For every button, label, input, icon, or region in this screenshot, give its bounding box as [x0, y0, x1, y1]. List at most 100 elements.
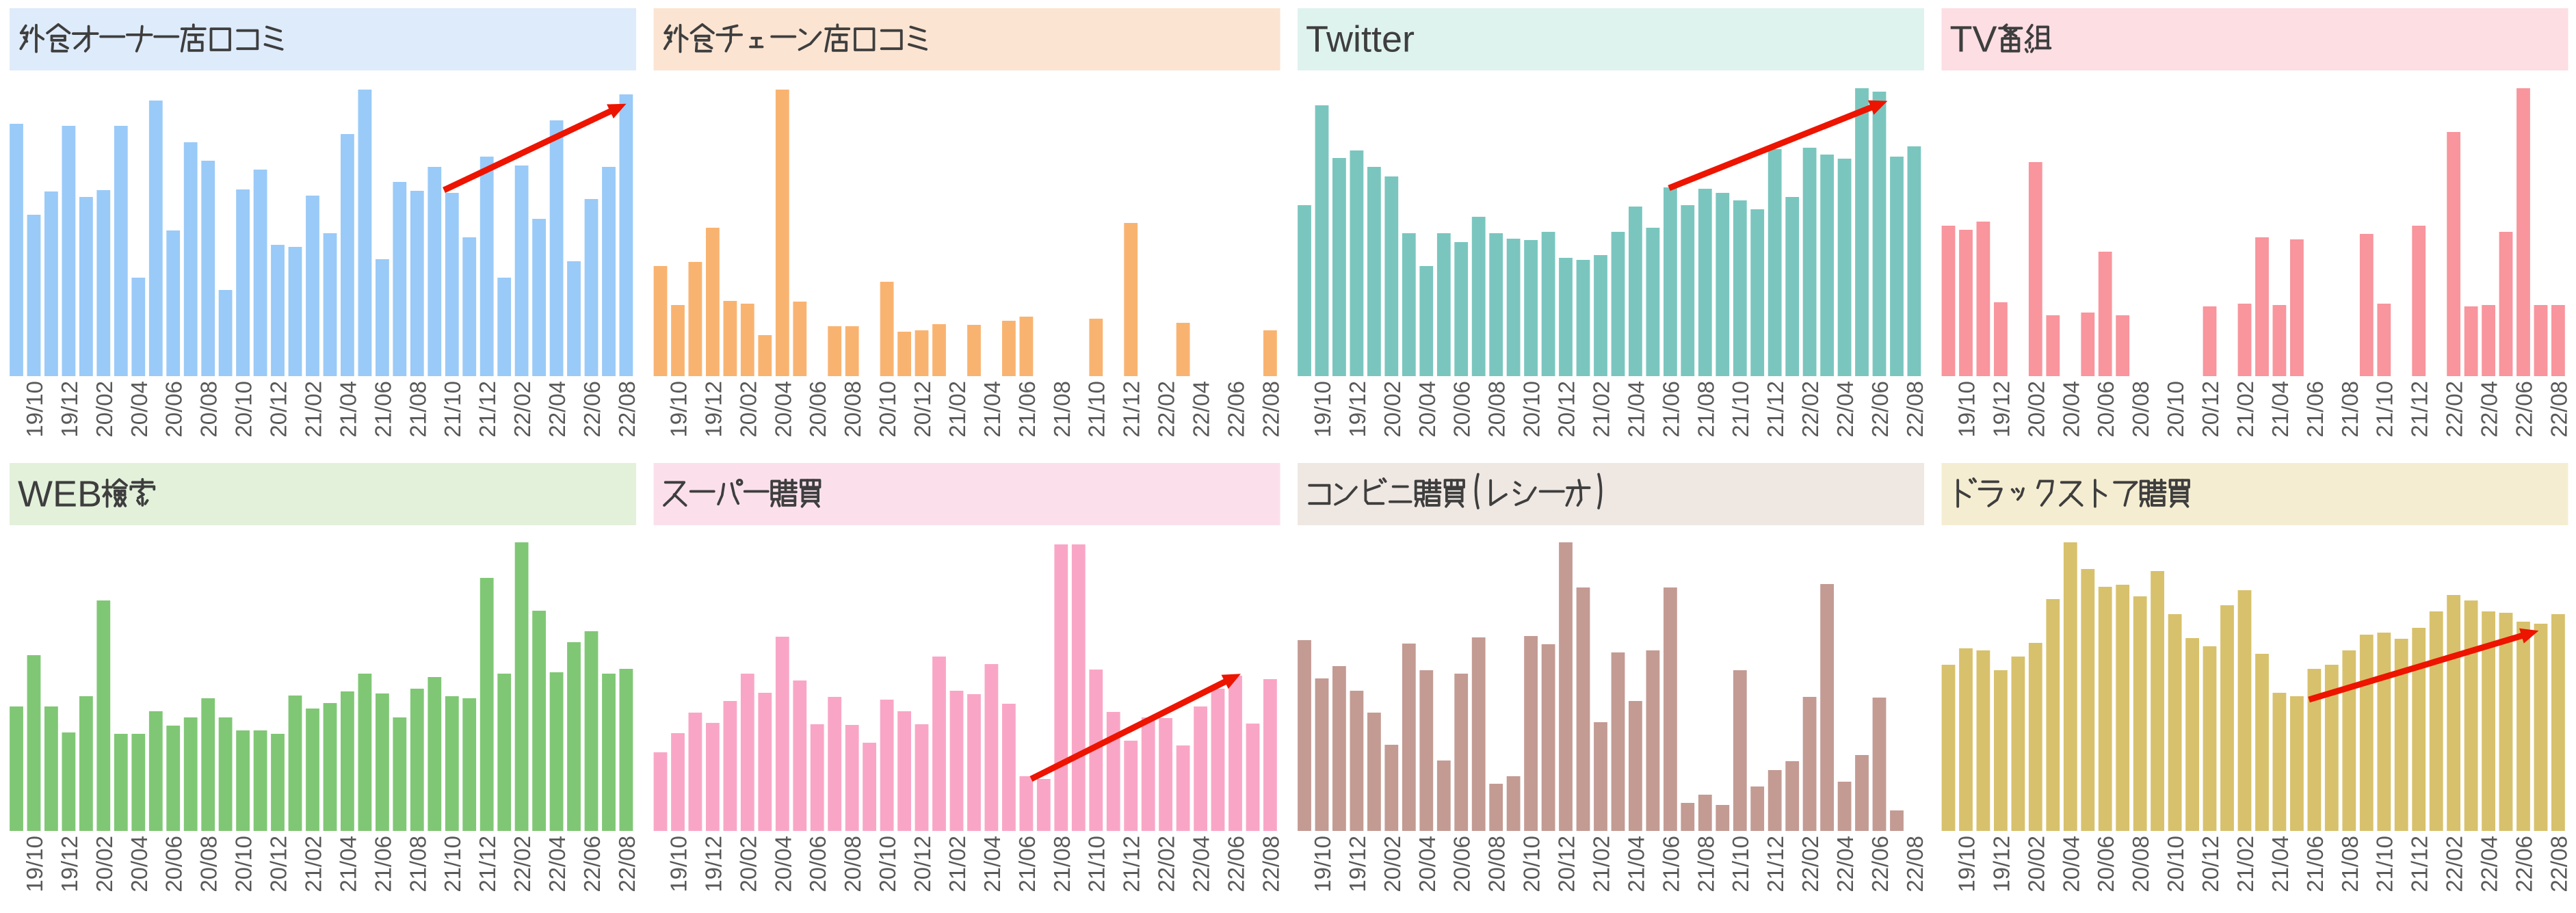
svg-text:20/02: 20/02	[92, 381, 117, 438]
svg-text:21/02: 21/02	[2233, 836, 2258, 892]
svg-text:22/02: 22/02	[1798, 836, 1823, 892]
svg-text:21/10: 21/10	[2372, 381, 2397, 438]
svg-text:20/10: 20/10	[875, 836, 900, 892]
svg-text:22/06: 22/06	[579, 836, 605, 892]
svg-text:19/12: 19/12	[1345, 836, 1370, 892]
svg-text:19/12: 19/12	[57, 836, 82, 892]
svg-text:21/12: 21/12	[1119, 381, 1144, 438]
svg-text:22/02: 22/02	[1154, 381, 1179, 438]
svg-text:19/10: 19/10	[1954, 836, 1980, 892]
svg-text:20/12: 20/12	[2198, 381, 2223, 438]
svg-text:22/06: 22/06	[1867, 381, 1893, 438]
svg-text:20/06: 20/06	[2093, 381, 2118, 438]
svg-text:20/08: 20/08	[1484, 381, 1510, 438]
svg-text:20/04: 20/04	[2058, 381, 2084, 438]
svg-text:21/06: 21/06	[370, 381, 395, 438]
svg-text:20/12: 20/12	[1554, 381, 1579, 438]
svg-text:21/12: 21/12	[475, 836, 500, 892]
svg-text:20/10: 20/10	[2163, 836, 2188, 892]
svg-text:20/06: 20/06	[2093, 836, 2118, 892]
svg-text:19/10: 19/10	[1310, 381, 1335, 438]
svg-text:Twitter: Twitter	[1306, 19, 1415, 60]
svg-text:21/08: 21/08	[2337, 836, 2363, 892]
svg-text:22/04: 22/04	[1832, 381, 1858, 438]
svg-text:21/02: 21/02	[301, 381, 326, 438]
svg-text:20/10: 20/10	[2163, 381, 2188, 438]
svg-text:20/02: 20/02	[1380, 381, 1405, 438]
svg-text:21/12: 21/12	[2407, 381, 2432, 438]
svg-text:21/08: 21/08	[1049, 381, 1075, 438]
svg-text:22/04: 22/04	[544, 381, 570, 438]
svg-text:19/12: 19/12	[1345, 381, 1370, 438]
svg-text:20/06: 20/06	[1449, 381, 1475, 438]
svg-text:20/04: 20/04	[1415, 381, 1440, 438]
svg-text:22/08: 22/08	[1902, 836, 1928, 892]
svg-text:TV: TV	[1950, 19, 1997, 60]
svg-text:21/10: 21/10	[1084, 836, 1109, 892]
svg-text:22/02: 22/02	[2442, 836, 2467, 892]
svg-text:19/10: 19/10	[1310, 836, 1335, 892]
svg-text:20/02: 20/02	[735, 381, 761, 438]
svg-text:21/08: 21/08	[405, 381, 430, 438]
svg-text:20/02: 20/02	[2023, 381, 2049, 438]
svg-text:22/02: 22/02	[510, 381, 535, 438]
svg-text:20/04: 20/04	[770, 836, 796, 892]
svg-text:20/06: 20/06	[805, 836, 830, 892]
svg-text:20/12: 20/12	[1554, 836, 1579, 892]
svg-text:21/12: 21/12	[1763, 836, 1788, 892]
svg-text:21/10: 21/10	[1084, 381, 1109, 438]
svg-text:19/10: 19/10	[22, 836, 47, 892]
svg-text:21/04: 21/04	[980, 381, 1005, 438]
svg-text:22/02: 22/02	[2442, 381, 2467, 438]
svg-text:19/12: 19/12	[1988, 836, 2014, 892]
svg-text:20/12: 20/12	[2198, 836, 2223, 892]
svg-text:20/10: 20/10	[875, 381, 900, 438]
svg-text:22/04: 22/04	[1189, 836, 1214, 892]
svg-text:20/12: 20/12	[266, 381, 291, 438]
svg-text:22/08: 22/08	[1258, 836, 1283, 892]
svg-text:20/08: 20/08	[840, 836, 865, 892]
svg-text:20/08: 20/08	[196, 381, 222, 438]
svg-text:20/10: 20/10	[1519, 381, 1545, 438]
svg-text:22/02: 22/02	[1798, 381, 1823, 438]
svg-text:21/12: 21/12	[2407, 836, 2432, 892]
svg-text:22/06: 22/06	[2512, 836, 2537, 892]
svg-text:22/08: 22/08	[1258, 381, 1283, 438]
svg-text:21/10: 21/10	[2372, 836, 2397, 892]
svg-text:22/06: 22/06	[1224, 381, 1249, 438]
svg-text:20/02: 20/02	[2023, 836, 2049, 892]
svg-text:22/02: 22/02	[1154, 836, 1179, 892]
svg-text:20/10: 20/10	[1519, 836, 1545, 892]
svg-text:21/02: 21/02	[2233, 381, 2258, 438]
svg-text:20/08: 20/08	[196, 836, 222, 892]
svg-text:20/08: 20/08	[1484, 836, 1510, 892]
svg-text:WEB: WEB	[18, 474, 102, 515]
svg-text:22/04: 22/04	[2477, 836, 2502, 892]
svg-text:19/12: 19/12	[700, 836, 726, 892]
svg-text:22/06: 22/06	[1224, 836, 1249, 892]
svg-text:22/08: 22/08	[2546, 836, 2571, 892]
svg-text:22/06: 22/06	[1867, 836, 1893, 892]
svg-text:19/10: 19/10	[666, 381, 692, 438]
svg-text:21/02: 21/02	[301, 836, 326, 892]
svg-text:21/12: 21/12	[1763, 381, 1788, 438]
svg-text:21/10: 21/10	[440, 836, 465, 892]
svg-text:21/10: 21/10	[440, 381, 465, 438]
svg-text:21/04: 21/04	[1623, 836, 1648, 892]
svg-text:22/04: 22/04	[1189, 381, 1214, 438]
svg-text:20/10: 20/10	[231, 381, 257, 438]
svg-text:22/04: 22/04	[1832, 836, 1858, 892]
svg-text:20/04: 20/04	[2058, 836, 2084, 892]
svg-text:22/08: 22/08	[2546, 381, 2571, 438]
svg-text:19/10: 19/10	[666, 836, 692, 892]
svg-text:22/08: 22/08	[614, 381, 640, 438]
svg-text:21/08: 21/08	[1049, 836, 1075, 892]
svg-text:20/04: 20/04	[1415, 836, 1440, 892]
svg-text:20/06: 20/06	[805, 381, 830, 438]
svg-text:21/08: 21/08	[1693, 836, 1718, 892]
svg-text:20/08: 20/08	[840, 381, 865, 438]
svg-text:21/08: 21/08	[2337, 381, 2363, 438]
svg-text:21/10: 21/10	[1728, 381, 1753, 438]
svg-text:20/02: 20/02	[735, 836, 761, 892]
svg-text:19/10: 19/10	[22, 381, 47, 438]
